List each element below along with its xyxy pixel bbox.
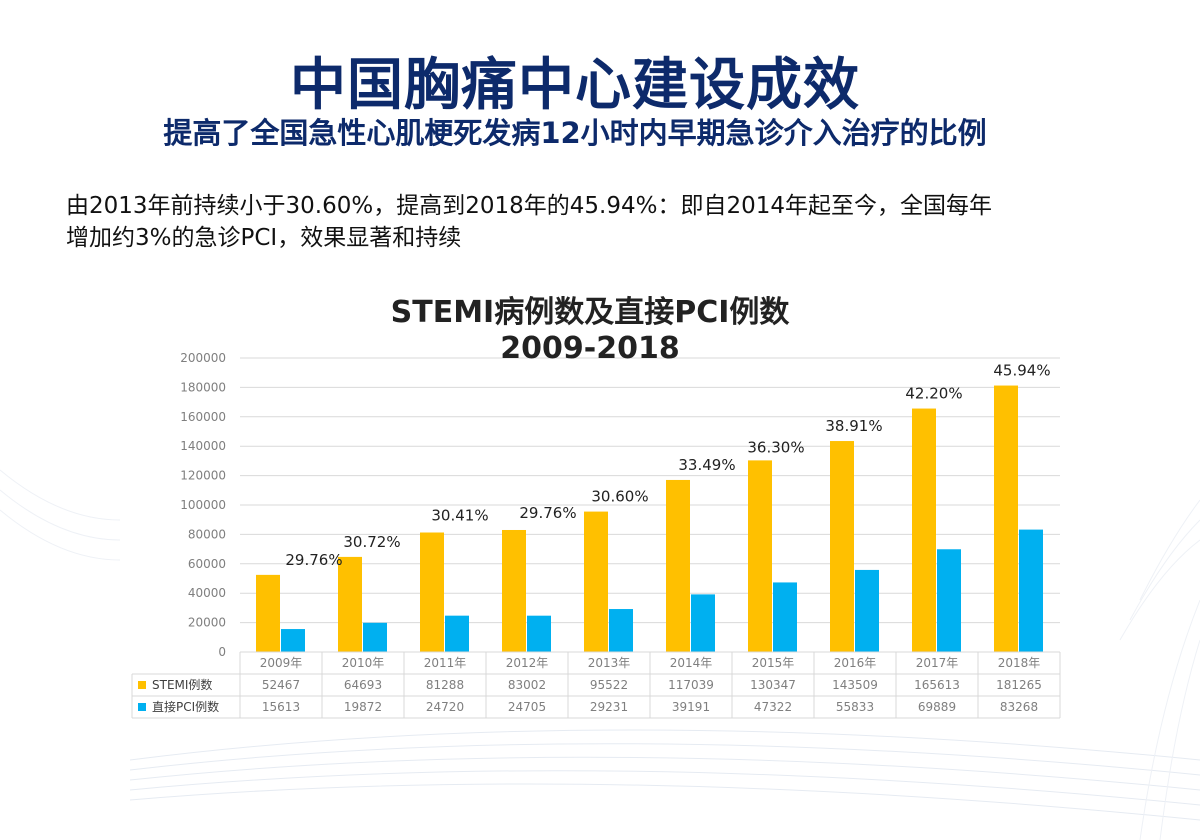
table-cell-value: 130347 [750,678,796,692]
chart-title-line-2: 2009-2018 [500,331,680,366]
table-cell-value: 24720 [426,700,464,714]
y-tick-label: 60000 [188,557,226,571]
y-tick-label: 40000 [188,586,226,600]
bar-annotation: 29.76% [285,551,342,569]
bar-pci [1019,529,1043,652]
x-tick-label: 2014年 [670,656,713,670]
x-tick-label: 2011年 [424,656,467,670]
chart-title: STEMI病例数及直接PCI例数 2009-2018 [240,295,940,367]
x-tick-label: 2015年 [752,656,795,670]
table-cell-value: 181265 [996,678,1042,692]
slide-subtitle: 提高了全国急性心肌梗死发病12小时内早期急诊介入治疗的比例 [163,116,987,150]
bar-annotation: 33.49% [678,456,735,474]
table-cell-value: 64693 [344,678,382,692]
bar-annotation: 38.91% [825,417,882,435]
y-tick-label: 100000 [180,498,226,512]
x-tick-label: 2010年 [342,656,385,670]
wave-lines-right [1119,499,1200,840]
legend-swatch [138,703,146,711]
bar-annotation: 45.94% [993,362,1050,380]
table-cell-value: 55833 [836,700,874,714]
bar-stemi [256,574,280,652]
x-tick-label: 2017年 [916,656,959,670]
bar-pci [445,615,469,652]
bar-pci [363,622,387,652]
y-tick-label: 140000 [180,439,226,453]
legend-swatch [138,681,146,689]
y-tick-label: 200000 [180,351,226,365]
bar-stemi [994,385,1018,652]
x-tick-label: 2016年 [834,656,877,670]
table-cell-value: 39191 [672,700,710,714]
y-tick-label: 0 [218,645,226,659]
bar-pci [281,629,305,652]
bar-annotation: 42.20% [905,385,962,403]
bar-stemi [338,556,362,652]
bar-pci [527,615,551,652]
wave-lines-left [0,469,121,561]
table-cell-value: 19872 [344,700,382,714]
x-tick-label: 2009年 [260,656,303,670]
bar-stemi [666,479,690,652]
table-cell-value: 47322 [754,700,792,714]
description-line-2: 增加约3%的急诊PCI，效果显著和持续 [66,225,462,251]
table-cell-value: 117039 [668,678,714,692]
legend-label: STEMI例数 [152,677,212,692]
description-line-1: 由2013年前持续小于30.60%，提高到2018年的45.94%：即自2014… [66,193,992,219]
bar-stemi [748,460,772,652]
bar-stemi [912,408,936,652]
bar-annotation: 29.76% [519,504,576,522]
bar-stemi [420,532,444,652]
table-cell-value: 95522 [590,678,628,692]
x-tick-label: 2013年 [588,656,631,670]
y-tick-label: 180000 [180,380,226,394]
table-cell-value: 69889 [918,700,956,714]
bar-annotation: 30.60% [591,488,648,506]
bar-pci [937,549,961,652]
bar-annotation: 30.72% [343,533,400,551]
table-cell-value: 29231 [590,700,628,714]
bar-annotation: 30.41% [431,507,488,525]
bar-pci [773,582,797,652]
table-cell-value: 83002 [508,678,546,692]
bar-stemi [830,441,854,652]
bar-stemi [584,511,608,652]
legend-label: 直接PCI例数 [152,699,219,714]
y-tick-label: 120000 [180,469,226,483]
table-cell-value: 81288 [426,678,464,692]
table-cell-value: 165613 [914,678,960,692]
y-tick-label: 160000 [180,410,226,424]
bar-pci [855,569,879,652]
bar-pci [609,609,633,652]
table-cell-value: 15613 [262,700,300,714]
bar-stemi [502,529,526,652]
x-tick-label: 2018年 [998,656,1041,670]
description-text: 由2013年前持续小于30.60%，提高到2018年的45.94%：即自2014… [66,190,1146,254]
bar-pci [691,594,715,652]
table-cell-value: 24705 [508,700,546,714]
x-tick-label: 2012年 [506,656,549,670]
table-cell-value: 143509 [832,678,878,692]
table-cell-value: 52467 [262,678,300,692]
bar-annotation: 36.30% [747,438,804,456]
chart-title-line-1: STEMI病例数及直接PCI例数 [390,295,790,330]
table-cell-value: 83268 [1000,700,1038,714]
y-tick-label: 80000 [188,527,226,541]
slide-title: 中国胸痛中心建设成效 [290,53,860,118]
wave-lines-bottom [129,729,1200,821]
y-tick-label: 20000 [188,616,226,630]
